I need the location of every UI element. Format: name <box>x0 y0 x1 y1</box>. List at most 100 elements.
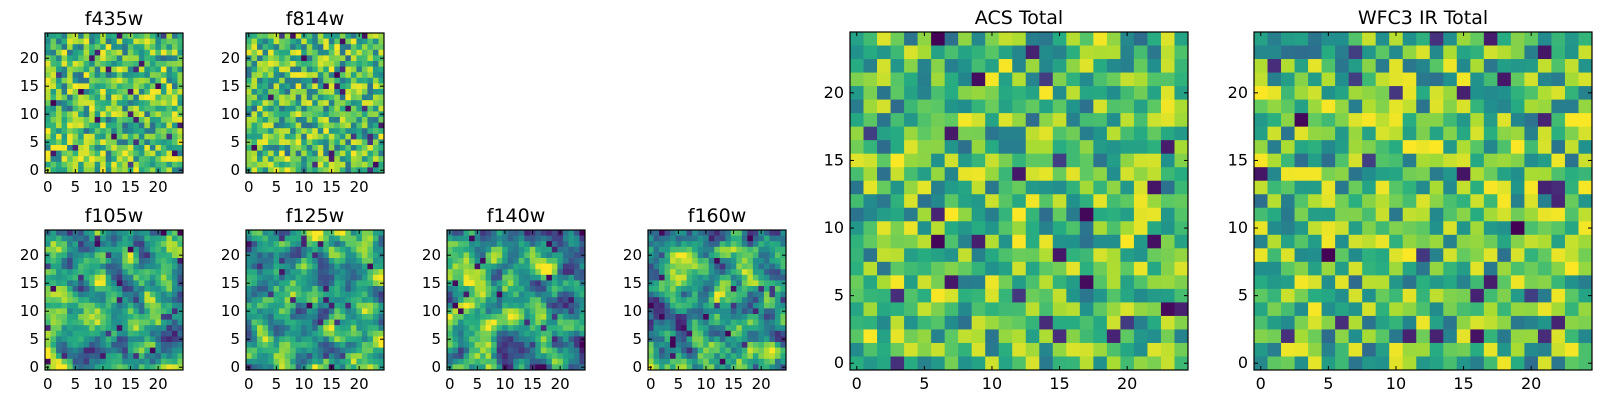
cell-2-23 <box>1281 45 1295 60</box>
cell-14-9 <box>323 314 330 320</box>
cell-16-1 <box>334 358 341 365</box>
cell-23-18 <box>1160 113 1175 128</box>
cell-7-2 <box>944 329 959 344</box>
cell-7-3 <box>686 347 693 354</box>
cell-24-7 <box>1174 261 1189 276</box>
cell-10-6 <box>985 275 1000 290</box>
cell-15-20 <box>730 252 737 259</box>
cell-4-19 <box>268 61 274 67</box>
cell-4-22 <box>1308 59 1322 73</box>
cell-6-20 <box>480 252 487 259</box>
cell-18-24 <box>1093 32 1108 46</box>
cell-22-4 <box>769 342 776 348</box>
cell-9-13 <box>971 180 986 195</box>
cell-8-9 <box>692 314 699 320</box>
cell-13-11 <box>116 302 123 309</box>
cell-15-11 <box>127 302 134 309</box>
cell-8-12 <box>290 100 297 107</box>
cell-3-24 <box>463 230 470 236</box>
cell-4-16 <box>469 274 475 281</box>
cell-20-17 <box>758 269 765 276</box>
cell-6-16 <box>681 274 688 281</box>
cell-23-6 <box>774 330 781 337</box>
cell-12-19 <box>513 258 520 264</box>
cell-2-4 <box>257 342 263 348</box>
cell-3-6 <box>262 133 269 140</box>
cell-7-7 <box>83 325 90 332</box>
cell-0-6 <box>45 133 51 140</box>
cell-8-2 <box>89 353 96 360</box>
cell-14-5 <box>323 336 330 343</box>
cell-15-18 <box>730 263 737 270</box>
cell-19-12 <box>752 297 759 304</box>
cell-15-6 <box>127 133 134 140</box>
cell-11-17 <box>998 126 1013 141</box>
cell-22-1 <box>769 358 776 365</box>
cell-14-20 <box>725 252 732 259</box>
cell-18-13 <box>546 291 553 298</box>
cell-17-19 <box>339 258 346 264</box>
cell-7-13 <box>83 291 90 298</box>
cell-11-10 <box>998 221 1013 236</box>
cell-18-9 <box>345 314 352 320</box>
cell-4-22 <box>268 44 274 51</box>
cell-4-4 <box>469 342 475 348</box>
cell-4-2 <box>268 156 274 163</box>
cell-21-24 <box>1133 32 1148 46</box>
cell-7-20 <box>83 252 90 259</box>
cell-5-16 <box>273 77 280 84</box>
cell-4-6 <box>268 133 274 140</box>
cell-13-3 <box>116 347 123 354</box>
cell-3-18 <box>664 263 671 270</box>
cell-9-11 <box>1375 207 1390 222</box>
cell-20-11 <box>356 105 363 112</box>
cell-17-14 <box>339 89 346 95</box>
cell-3-1 <box>262 358 269 365</box>
cell-7-5 <box>284 139 291 146</box>
cell-2-22 <box>56 241 62 248</box>
cell-23-13 <box>774 291 781 298</box>
cell-24-23 <box>579 235 586 242</box>
cell-22-24 <box>166 33 173 39</box>
cell-3-22 <box>1294 59 1309 73</box>
cell-9-16 <box>697 274 704 281</box>
cell-20-19 <box>1524 99 1539 114</box>
cell-18-13 <box>747 291 754 298</box>
cell-22-15 <box>769 280 776 287</box>
cell-2-18 <box>458 263 464 270</box>
cell-14-0 <box>122 364 129 371</box>
cell-15-22 <box>1456 59 1471 73</box>
x-tick-label: 20 <box>350 178 369 196</box>
cell-17-3 <box>1079 315 1094 330</box>
cell-24-22 <box>177 44 184 51</box>
cell-5-5 <box>675 336 682 343</box>
cell-22-18 <box>769 263 776 270</box>
cell-20-2 <box>758 353 765 360</box>
cell-2-5 <box>257 336 263 343</box>
cell-16-13 <box>334 291 341 298</box>
cell-20-13 <box>758 291 765 298</box>
cell-4-23 <box>268 235 274 242</box>
cell-13-17 <box>719 269 726 276</box>
cell-1-3 <box>50 150 57 157</box>
cell-10-17 <box>301 269 308 276</box>
cell-2-15 <box>56 280 62 287</box>
cell-3-20 <box>664 252 671 259</box>
cell-24-18 <box>378 263 385 270</box>
cell-23-17 <box>1160 126 1175 141</box>
cell-22-15 <box>166 83 173 90</box>
cell-8-14 <box>958 167 973 182</box>
cell-4-8 <box>67 319 73 326</box>
cell-16-23 <box>133 38 140 45</box>
cell-8-20 <box>89 252 96 259</box>
cell-14-23 <box>524 235 531 242</box>
cell-4-14 <box>67 286 73 292</box>
cell-21-4 <box>562 342 569 348</box>
cell-12-6 <box>111 330 118 337</box>
cell-5-1 <box>72 161 79 168</box>
cell-10-21 <box>100 49 107 56</box>
cell-17-16 <box>339 274 346 281</box>
cell-15-22 <box>127 241 134 248</box>
cell-16-12 <box>535 297 542 304</box>
cell-6-13 <box>480 291 487 298</box>
